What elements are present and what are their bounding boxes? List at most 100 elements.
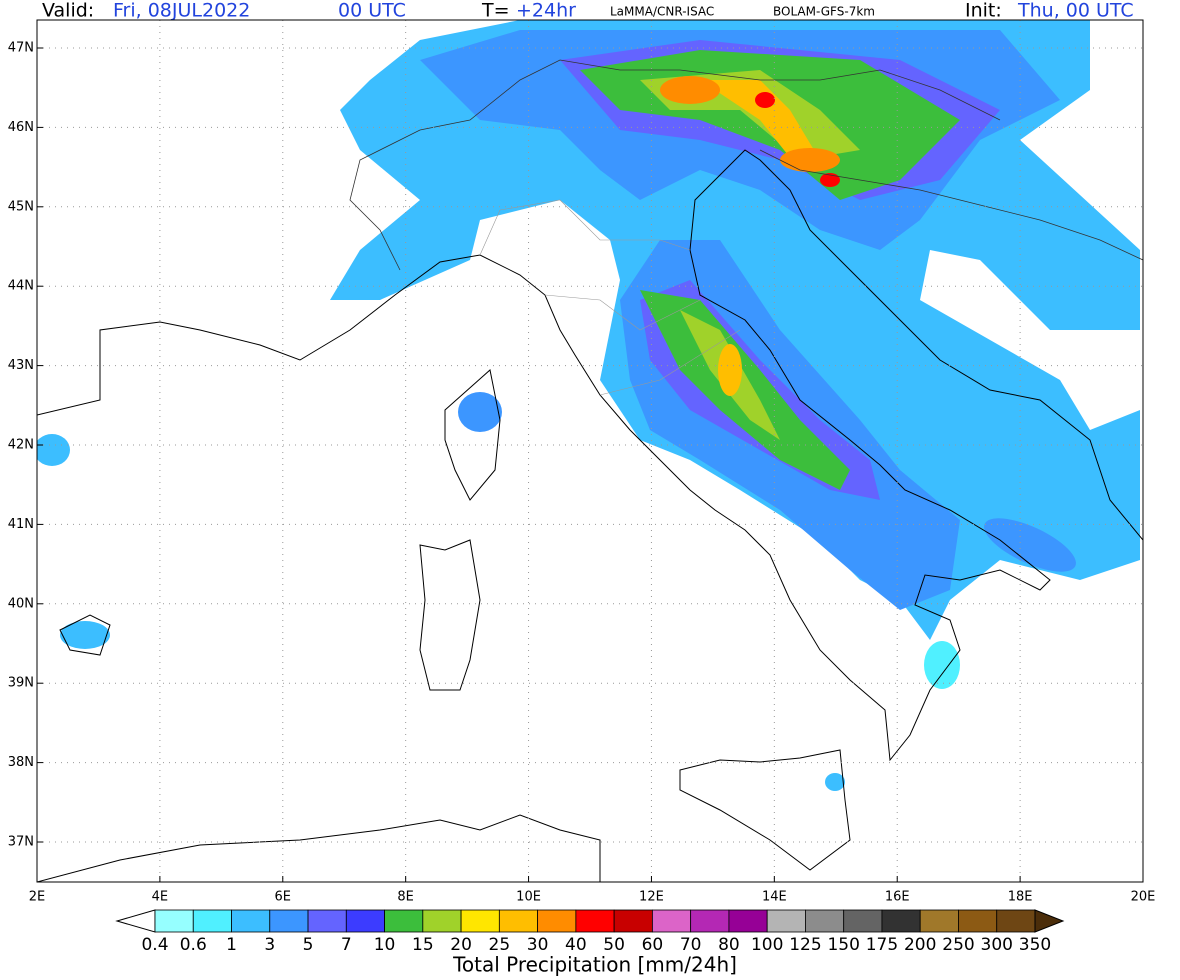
precip-cell: [37, 434, 70, 466]
lon-label: 16E: [885, 890, 910, 905]
lon-label: 8E: [397, 890, 414, 905]
colorbar-swatch: [384, 909, 424, 933]
lat-label: 46N: [8, 120, 34, 135]
border: [759, 149, 1143, 261]
colorbar-label: 40: [565, 935, 587, 955]
colorbar-label: 125: [789, 935, 821, 955]
valid-date: Fri, 08JUL2022: [113, 0, 250, 22]
colorbar-label: 25: [489, 935, 511, 955]
colorbar-swatch: [460, 909, 500, 933]
colorbar: Total Precipitation [mm/24h] 0.4 0.6 1 3 5 7 1…: [115, 909, 1065, 977]
lon-label: 6E: [275, 890, 292, 905]
lat-label: 45N: [8, 199, 34, 214]
colorbar-label: 80: [718, 935, 740, 955]
precip-cell: [60, 621, 110, 649]
colorbar-label: 10: [374, 935, 396, 955]
lat-label: 37N: [8, 835, 34, 850]
lat-label: 47N: [8, 41, 34, 56]
colorbar-swatch: [805, 909, 845, 933]
borders: [349, 59, 1143, 396]
coastline: [59, 614, 111, 656]
colorbar-swatch: [690, 909, 730, 933]
colorbar-swatch: [575, 909, 615, 933]
colorbar-swatch: [958, 909, 998, 933]
lat-label: 38N: [8, 755, 34, 770]
colorbar-swatch: [231, 909, 271, 933]
border: [349, 59, 1001, 271]
colorbar-swatch: [154, 909, 194, 933]
lat-label: 44N: [8, 279, 34, 294]
lon-label: 4E: [152, 890, 169, 905]
precip-cell: [660, 76, 720, 104]
lat-label: 40N: [8, 596, 34, 611]
colorbar-swatch: [422, 909, 462, 933]
lat-label: 39N: [8, 676, 34, 691]
coastline: [419, 539, 481, 691]
precip-cell: [780, 148, 840, 172]
lon-label: 10E: [516, 890, 541, 905]
plot-frame: [36, 19, 1144, 883]
colorbar-title: Total Precipitation [mm/24h]: [452, 953, 737, 977]
init-label: Init:: [965, 0, 1002, 22]
valid-hour: 00 UTC: [338, 0, 406, 22]
lead-label: T=: [481, 0, 510, 22]
lon-label: 20E: [1131, 890, 1156, 905]
init-time: Thu, 00 UTC: [1017, 0, 1134, 22]
colorbar-label: 5: [303, 935, 314, 955]
colorbar-swatch: [919, 909, 959, 933]
lat-label: 41N: [8, 517, 34, 532]
lat-label: 43N: [8, 358, 34, 373]
colorbar-swatch: [498, 909, 539, 933]
precip-cell: [825, 773, 845, 791]
lat-label: 42N: [8, 438, 34, 453]
colorbar-label: 0.4: [141, 935, 168, 955]
colorbar-label: 20: [450, 935, 472, 955]
precip-cell: [755, 92, 775, 108]
colorbar-swatch: [996, 909, 1036, 933]
coastline: [679, 749, 851, 871]
lead-time: +24hr: [516, 0, 576, 22]
colorbar-label: 7: [341, 935, 352, 955]
precip-cell: [718, 344, 742, 396]
colorbar-swatch: [766, 909, 806, 933]
map-area: [37, 20, 1143, 882]
colorbar-swatch: [537, 909, 577, 933]
colorbar-label: 150: [827, 935, 859, 955]
colorbar-swatch: [192, 909, 232, 933]
colorbar-under: [115, 909, 156, 933]
colorbar-label: 250: [942, 935, 974, 955]
precip-cell: [458, 392, 502, 432]
colorbar-label: 0.6: [180, 935, 207, 955]
colorbar-label: 300: [981, 935, 1013, 955]
coastline: [444, 369, 501, 501]
colorbar-label: 3: [264, 935, 275, 955]
precip-cell: [820, 173, 840, 187]
precip-band: [700, 80, 820, 170]
colorbar-swatch: [881, 909, 921, 933]
colorbar-swatch: [269, 909, 309, 933]
colorbar-swatch: [728, 909, 768, 933]
colorbar-swatch: [345, 909, 385, 933]
colorbar-label: 30: [527, 935, 549, 955]
grid: [37, 20, 1143, 882]
precip-cell: [924, 641, 960, 689]
colorbar-label: 15: [412, 935, 434, 955]
colorbar-swatch: [651, 909, 692, 933]
precip-cell: [984, 518, 1076, 572]
colorbar-label: 200: [904, 935, 936, 955]
model: BOLAM-GFS-7km: [773, 5, 875, 19]
lon-label: 14E: [762, 890, 787, 905]
valid-label: Valid:: [42, 0, 94, 22]
lon-label: 2E: [29, 890, 46, 905]
colorbar-label: 50: [603, 935, 625, 955]
coastline: [37, 814, 601, 882]
colorbar-label: 175: [866, 935, 898, 955]
region-border: [479, 199, 741, 396]
colorbar-label: 60: [642, 935, 664, 955]
precipitation-field: [37, 20, 1140, 791]
colorbar-over: [1034, 909, 1065, 933]
colorbar-label: 1: [226, 935, 237, 955]
colorbar-label: 100: [751, 935, 783, 955]
header: Valid: Fri, 08JUL2022 00 UTC T= +24hr La…: [42, 0, 1134, 22]
colorbar-swatch: [843, 909, 883, 933]
